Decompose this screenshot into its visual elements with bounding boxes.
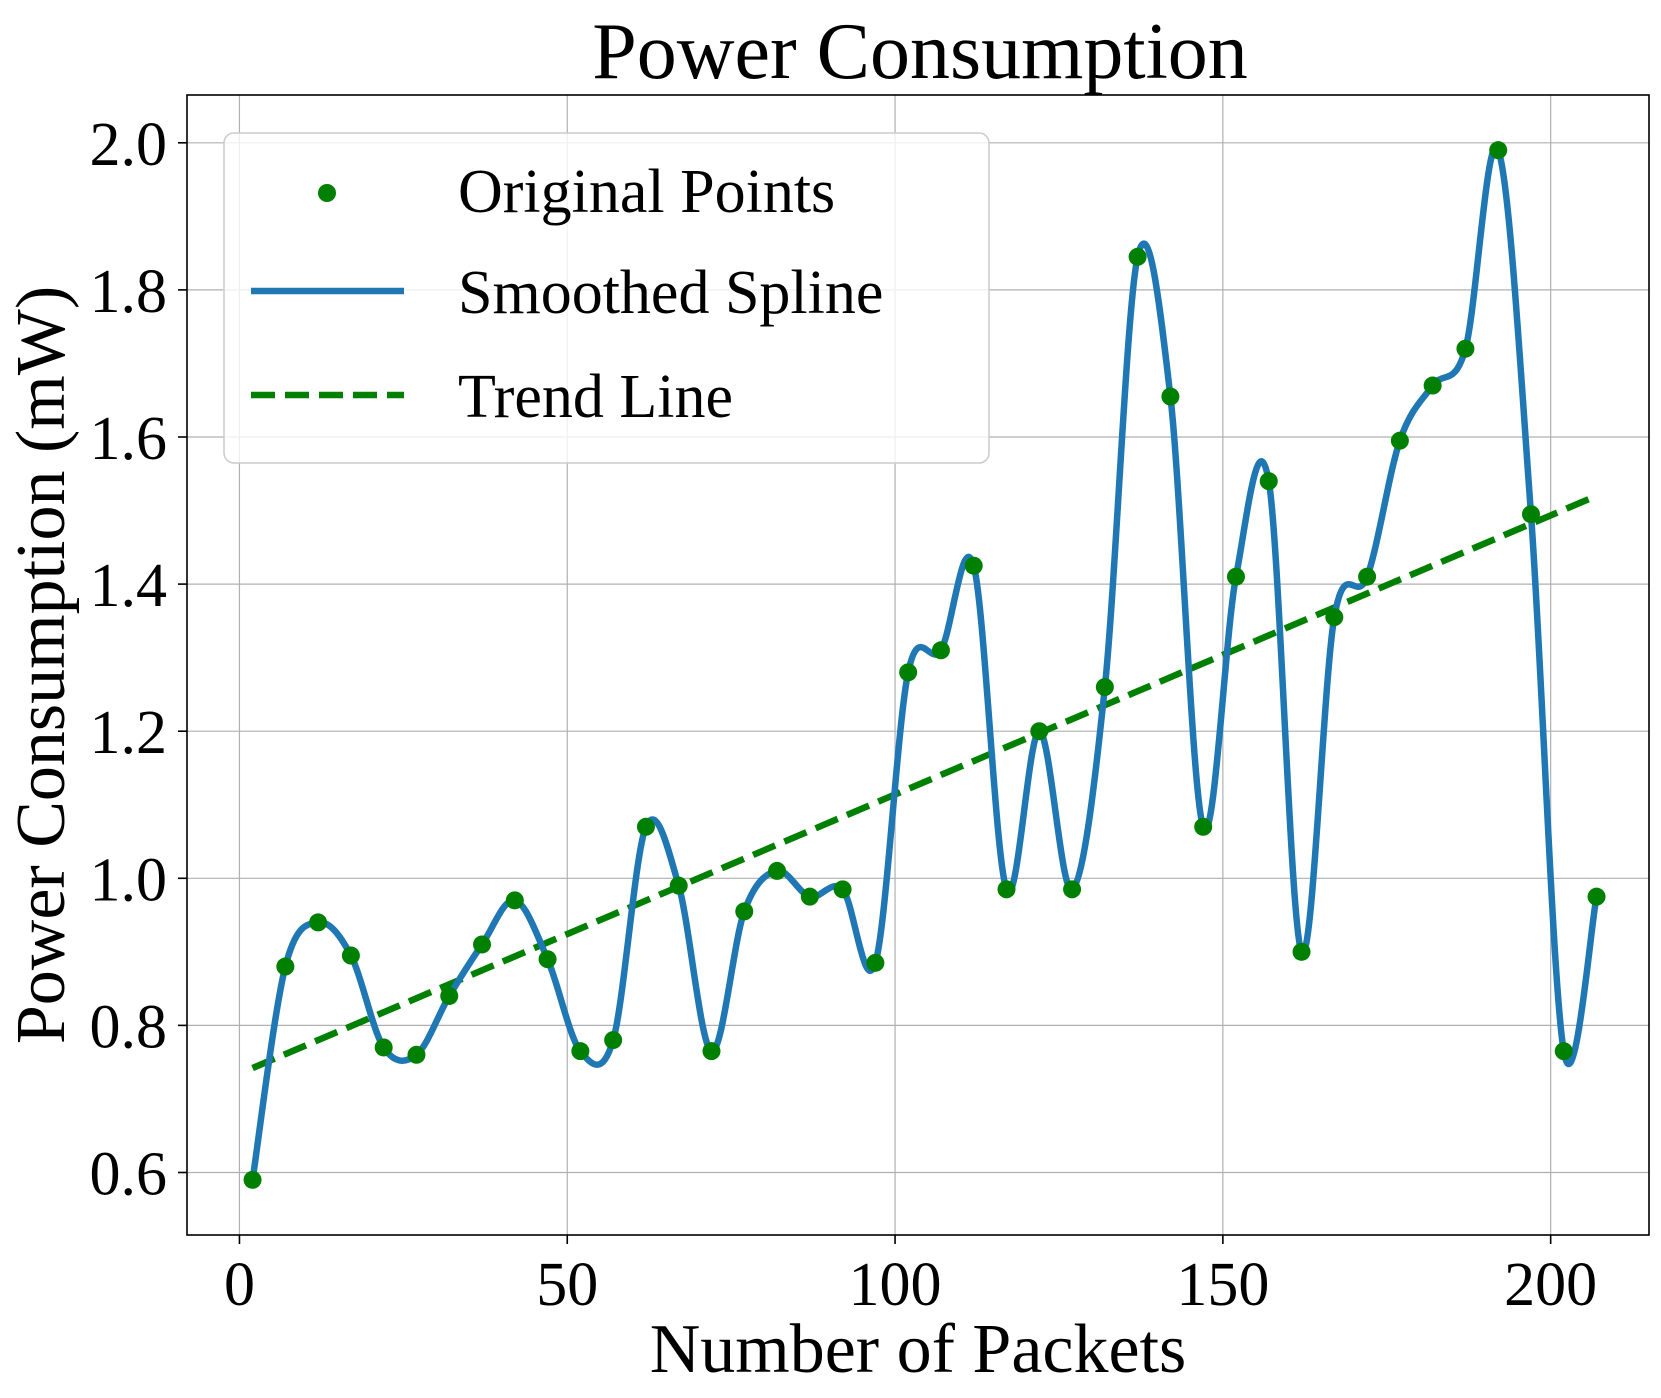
original-point [1095, 678, 1114, 697]
y-tick-label: 0.8 [90, 993, 168, 1061]
original-point [604, 1031, 623, 1050]
original-point [1030, 722, 1049, 741]
original-point [669, 876, 688, 895]
y-tick-label: 0.6 [90, 1140, 168, 1208]
original-point [374, 1038, 393, 1057]
x-tick-label: 0 [224, 1251, 255, 1319]
original-point [309, 913, 328, 932]
original-point [505, 891, 524, 910]
original-point [341, 946, 360, 965]
original-point [1456, 339, 1475, 358]
original-point [1358, 567, 1377, 586]
original-point [243, 1170, 262, 1189]
original-point [702, 1042, 721, 1061]
original-point [1554, 1042, 1573, 1061]
x-tick-label: 100 [849, 1251, 942, 1319]
original-point [931, 641, 950, 660]
original-point [1423, 376, 1442, 395]
original-point [1292, 942, 1311, 961]
original-point [1161, 387, 1180, 406]
plot-area-frame [186, 94, 1650, 1236]
y-tick-label: 1.8 [90, 258, 168, 326]
legend-label-trend-line: Trend Line [458, 363, 733, 431]
legend-label-smoothed-spline: Smoothed Spline [458, 259, 883, 327]
original-point [571, 1042, 590, 1061]
original-point [1259, 472, 1278, 491]
trend-line [251, 492, 1598, 1072]
original-point [407, 1045, 426, 1064]
x-tick-label: 50 [536, 1251, 598, 1319]
series-layer [243, 141, 1606, 1189]
legend: Original Points Smoothed Spline Trend Li… [223, 132, 990, 464]
y-axis-ticks: 0.6 0.8 1.0 1.2 1.4 1.6 1.8 2.0 [90, 111, 187, 1208]
original-point [636, 817, 655, 836]
original-point [997, 880, 1016, 899]
original-point [800, 887, 819, 906]
original-point [440, 986, 459, 1005]
y-tick-label: 1.4 [90, 552, 168, 620]
original-point [538, 950, 557, 969]
original-point [473, 935, 492, 954]
x-tick-label: 150 [1176, 1251, 1269, 1319]
original-point [1390, 431, 1409, 450]
original-point [1128, 247, 1147, 266]
original-point [833, 880, 852, 899]
original-point [899, 663, 918, 682]
x-tick-label: 200 [1504, 1251, 1597, 1319]
original-point [276, 957, 295, 976]
chart-title: Power Consumption [592, 8, 1248, 96]
y-axis-label: Power Consumption (mW) [3, 286, 80, 1044]
y-tick-label: 1.6 [90, 405, 168, 473]
original-point [866, 953, 885, 972]
y-tick-label: 1.0 [90, 846, 168, 914]
original-point [735, 902, 754, 921]
legend-box [223, 132, 990, 464]
original-point [768, 861, 787, 880]
original-point [1226, 567, 1245, 586]
original-point [964, 556, 983, 575]
y-tick-label: 1.2 [90, 699, 168, 767]
original-point [1325, 608, 1344, 627]
original-point [1489, 141, 1508, 160]
original-point [1063, 880, 1082, 899]
x-axis-ticks: 0 50 100 150 200 [224, 1235, 1597, 1319]
original-point [1587, 887, 1606, 906]
x-axis-label: Number of Packets [650, 1311, 1187, 1388]
y-tick-label: 2.0 [90, 111, 168, 179]
original-point [1521, 505, 1540, 524]
legend-marker-original-points [318, 184, 336, 202]
original-point [1194, 817, 1213, 836]
legend-label-original-points: Original Points [458, 158, 835, 226]
